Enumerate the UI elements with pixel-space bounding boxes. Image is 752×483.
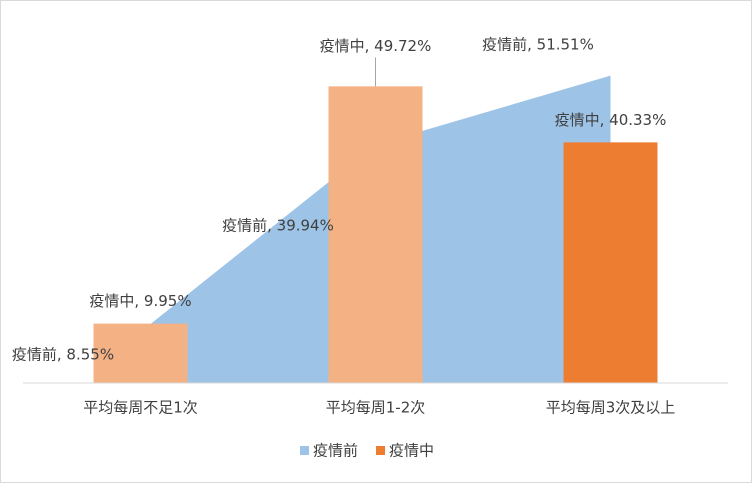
x-tick-label: 平均每周1-2次 — [326, 399, 426, 417]
data-label: 疫情中, 40.33% — [555, 111, 667, 129]
x-tick-label: 平均每周3次及以上 — [546, 399, 676, 417]
data-label: 疫情前, 51.51% — [482, 36, 594, 54]
data-label: 疫情中, 49.72% — [320, 37, 432, 55]
bar — [328, 86, 423, 383]
data-label: 疫情中, 9.95% — [89, 292, 191, 310]
legend-swatch — [300, 446, 309, 455]
x-tick-label: 平均每周不足1次 — [83, 399, 198, 417]
data-label: 疫情前, 39.94% — [222, 217, 334, 235]
bar — [563, 142, 658, 383]
legend-label: 疫情中 — [389, 442, 434, 460]
data-label: 疫情前, 8.55% — [12, 346, 114, 364]
legend-label: 疫情前 — [313, 442, 358, 460]
bar — [93, 323, 188, 383]
legend-swatch — [376, 446, 386, 455]
